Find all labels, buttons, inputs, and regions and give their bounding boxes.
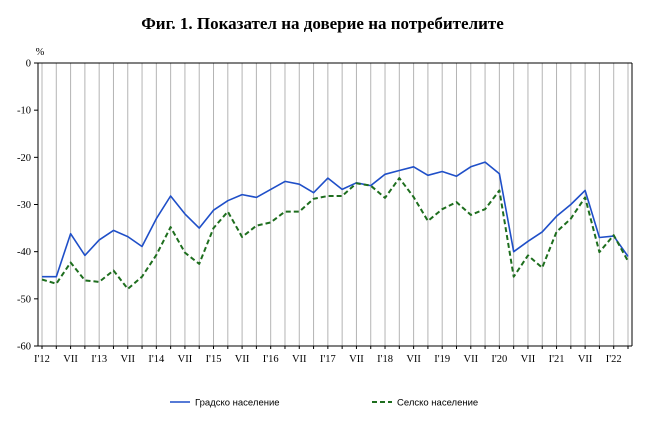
x-tick-label: VII xyxy=(406,354,421,365)
y-tick-label: -50 xyxy=(17,294,31,305)
x-tick-label: I'14 xyxy=(148,354,165,365)
x-tick-label: I'17 xyxy=(320,354,336,365)
x-tick-label: VII xyxy=(63,354,78,365)
x-tick-label: VII xyxy=(235,354,250,365)
chart-title: Фиг. 1. Показател на доверие на потребит… xyxy=(141,14,504,33)
x-tick-label: VII xyxy=(292,354,307,365)
axes xyxy=(37,62,633,347)
x-tick-label: I'12 xyxy=(34,354,50,365)
x-tick-label: VII xyxy=(463,354,478,365)
y-tick-label: -40 xyxy=(17,247,31,258)
legend-label-urban: Градско население xyxy=(195,398,280,409)
x-tick-label: VII xyxy=(349,354,364,365)
x-tick-label: I'13 xyxy=(91,354,107,365)
y-tick-label: 0 xyxy=(26,59,31,70)
series-lines xyxy=(41,161,629,290)
series-line-urban xyxy=(42,161,629,278)
x-axis-tick-labels: I'12 VII I'13 VII I'14 VII I'15 VII I'16 VII I'17 V… xyxy=(34,346,629,365)
y-tick-label: -60 xyxy=(17,342,31,353)
x-tick-label: I'19 xyxy=(434,354,450,365)
x-tick-label: I'21 xyxy=(549,354,565,365)
x-tick-label: I'22 xyxy=(606,354,622,365)
legend-label-rural: Селско население xyxy=(397,398,478,409)
y-tick-label: -10 xyxy=(17,106,31,117)
x-tick-label: I'18 xyxy=(377,354,393,365)
x-tick-label: VII xyxy=(578,354,593,365)
legend: Градско население Селско население xyxy=(170,398,478,409)
y-tick-label: -30 xyxy=(17,200,31,211)
x-tick-label: I'16 xyxy=(263,354,279,365)
x-tick-label: VII xyxy=(120,354,135,365)
y-tick-label: -20 xyxy=(17,153,31,164)
x-tick-label: I'15 xyxy=(206,354,222,365)
y-axis-tick-labels: 0 -10 -20 -30 -40 -50 -60 xyxy=(17,59,38,353)
y-axis-unit-label: % xyxy=(36,47,45,58)
x-tick-label: VII xyxy=(521,354,536,365)
grid-lines xyxy=(41,63,629,346)
x-tick-label: I'20 xyxy=(491,354,507,365)
x-tick-label: VII xyxy=(178,354,193,365)
